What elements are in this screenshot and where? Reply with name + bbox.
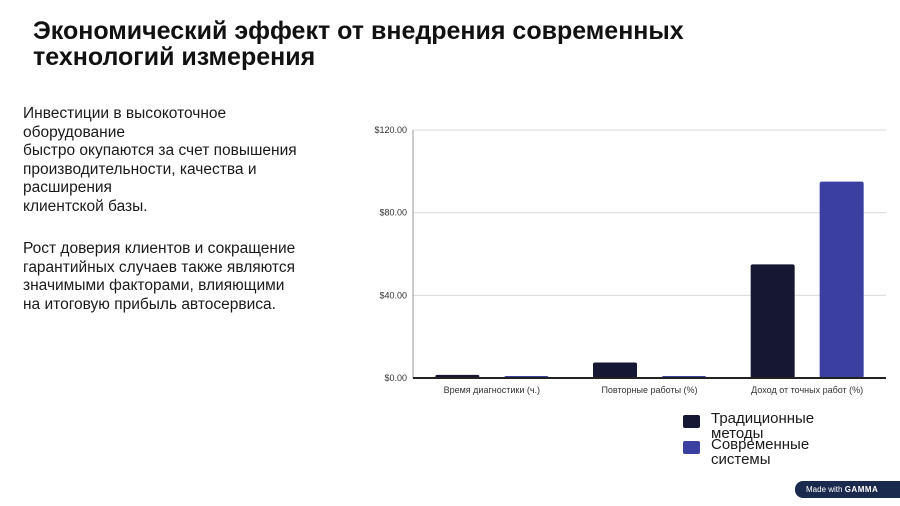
- bar: [593, 362, 637, 378]
- legend-swatch-traditional: [683, 415, 700, 428]
- paragraph-trust: Рост доверия клиентов и сокращение гаран…: [23, 240, 296, 313]
- gamma-logo-text: GAMMA: [844, 485, 879, 494]
- bar: [819, 181, 864, 378]
- legend-label-modern: Современные системы: [711, 436, 810, 468]
- y-tick-label: $40.00: [379, 290, 407, 300]
- x-tick-label: Доход от точных работ (%): [751, 385, 863, 395]
- slide-title: Экономический эффект от внедрения соврем…: [33, 17, 684, 71]
- y-tick-label: $120.00: [374, 125, 407, 135]
- paragraph-investments: Инвестиции в высокоточное оборудование б…: [23, 105, 297, 215]
- made-with-gamma-badge[interactable]: Made with GAMMA: [795, 481, 900, 498]
- bar: [750, 264, 795, 378]
- legend-label-traditional: Традиционные методы: [711, 410, 815, 442]
- badge-prefix: Made with: [806, 485, 843, 494]
- x-tick-label: Время диагностики (ч.): [444, 385, 540, 395]
- bar-chart: $0.00 $40.00 $80.00 $120.00 Время диагностик…: [374, 125, 886, 395]
- y-tick-label: $0.00: [384, 373, 407, 383]
- legend-swatch-modern: [683, 441, 700, 454]
- y-tick-label: $80.00: [379, 208, 407, 218]
- x-tick-label: Повторные работы (%): [601, 385, 697, 395]
